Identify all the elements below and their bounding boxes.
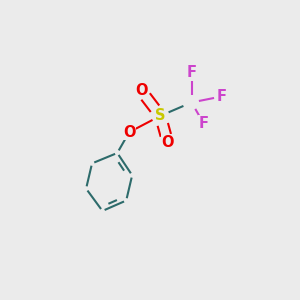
Text: S: S [155, 108, 166, 123]
Text: F: F [199, 116, 208, 131]
Text: F: F [216, 89, 226, 104]
Text: O: O [123, 125, 135, 140]
Text: O: O [135, 83, 147, 98]
Text: O: O [162, 135, 174, 150]
Text: F: F [187, 65, 196, 80]
